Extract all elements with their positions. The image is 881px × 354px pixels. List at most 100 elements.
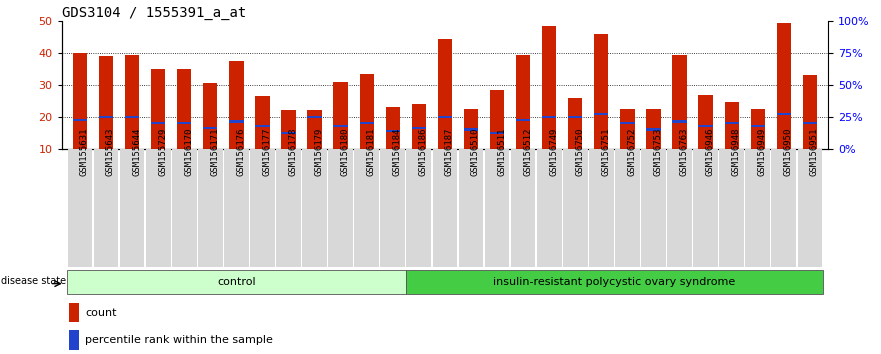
Bar <box>386 107 400 149</box>
Bar <box>381 149 405 267</box>
Bar <box>411 104 426 149</box>
Bar <box>438 39 452 149</box>
Bar <box>751 125 765 127</box>
Bar <box>73 53 87 149</box>
Text: GSM155729: GSM155729 <box>158 128 167 176</box>
Bar <box>803 75 817 149</box>
Text: GSM156181: GSM156181 <box>366 128 375 176</box>
Bar <box>386 130 400 132</box>
Bar <box>70 330 79 350</box>
Text: GSM156179: GSM156179 <box>315 128 323 176</box>
Bar <box>359 122 374 124</box>
Bar <box>693 149 718 267</box>
Bar <box>724 103 739 149</box>
Text: insulin-resistant polycystic ovary syndrome: insulin-resistant polycystic ovary syndr… <box>493 277 736 287</box>
Bar <box>255 96 270 149</box>
Text: GSM156749: GSM156749 <box>549 128 559 176</box>
Bar <box>307 116 322 118</box>
Bar <box>777 23 791 149</box>
Bar <box>620 122 634 124</box>
Text: control: control <box>217 277 255 287</box>
Text: disease state: disease state <box>2 276 66 286</box>
Bar <box>68 149 93 267</box>
Text: GSM156177: GSM156177 <box>263 128 271 176</box>
Bar <box>177 122 191 124</box>
Bar <box>672 55 686 149</box>
Bar <box>250 149 275 267</box>
Bar <box>406 149 431 267</box>
Bar <box>459 149 484 267</box>
Bar <box>333 82 348 149</box>
Bar <box>745 149 770 267</box>
Text: GDS3104 / 1555391_a_at: GDS3104 / 1555391_a_at <box>62 6 246 20</box>
Text: GSM156170: GSM156170 <box>184 128 193 176</box>
Bar <box>438 116 452 118</box>
Bar <box>125 116 139 118</box>
Text: GSM156946: GSM156946 <box>706 128 714 176</box>
Text: GSM155631: GSM155631 <box>80 128 89 176</box>
Text: GSM156948: GSM156948 <box>732 128 741 176</box>
Bar <box>724 122 739 124</box>
Text: GSM156180: GSM156180 <box>341 128 350 176</box>
Text: GSM156763: GSM156763 <box>679 128 689 176</box>
Text: GSM156178: GSM156178 <box>288 128 298 176</box>
Text: GSM156187: GSM156187 <box>445 128 454 176</box>
Text: GSM156951: GSM156951 <box>810 128 819 176</box>
Bar <box>490 90 504 149</box>
Bar <box>177 69 191 149</box>
Bar <box>463 129 478 131</box>
Text: GSM156511: GSM156511 <box>497 128 506 176</box>
Bar <box>151 122 166 124</box>
Text: GSM155644: GSM155644 <box>132 128 141 176</box>
Bar <box>699 125 713 127</box>
Bar <box>329 149 353 267</box>
Bar <box>641 149 666 267</box>
Bar <box>594 34 609 149</box>
Bar <box>699 95 713 149</box>
Bar <box>589 149 614 267</box>
Text: GSM156751: GSM156751 <box>602 128 611 176</box>
Bar <box>537 149 561 267</box>
Bar <box>406 270 823 294</box>
Text: GSM156950: GSM156950 <box>784 128 793 176</box>
Bar <box>433 149 457 267</box>
Text: GSM156184: GSM156184 <box>393 128 402 176</box>
Bar <box>204 127 218 129</box>
Bar <box>667 149 692 267</box>
Bar <box>198 149 223 267</box>
Bar <box>70 303 79 322</box>
Bar <box>511 149 536 267</box>
Text: GSM156171: GSM156171 <box>211 128 219 176</box>
Bar <box>276 149 301 267</box>
Bar <box>490 132 504 134</box>
Bar <box>568 98 582 149</box>
Bar <box>120 149 144 267</box>
Text: GSM156752: GSM156752 <box>627 128 636 176</box>
Bar <box>281 110 296 149</box>
Bar <box>751 109 765 149</box>
Bar <box>229 120 243 123</box>
Bar <box>803 122 817 124</box>
Bar <box>647 129 661 131</box>
Text: GSM156510: GSM156510 <box>471 128 480 176</box>
Text: percentile rank within the sample: percentile rank within the sample <box>85 335 273 345</box>
Bar <box>99 116 113 118</box>
Bar <box>542 116 557 118</box>
Bar <box>302 149 327 267</box>
Bar <box>93 149 118 267</box>
Bar <box>411 127 426 129</box>
Bar <box>224 149 248 267</box>
Bar <box>99 56 113 149</box>
Text: GSM156750: GSM156750 <box>575 128 584 176</box>
Bar <box>772 149 796 267</box>
Bar <box>145 149 171 267</box>
Bar <box>255 125 270 127</box>
Bar <box>672 120 686 123</box>
Text: GSM156512: GSM156512 <box>523 128 532 176</box>
Bar <box>281 132 296 134</box>
Text: GSM156753: GSM156753 <box>654 128 663 176</box>
Bar <box>594 113 609 115</box>
Bar <box>172 149 196 267</box>
Bar <box>354 149 379 267</box>
Bar <box>516 55 530 149</box>
